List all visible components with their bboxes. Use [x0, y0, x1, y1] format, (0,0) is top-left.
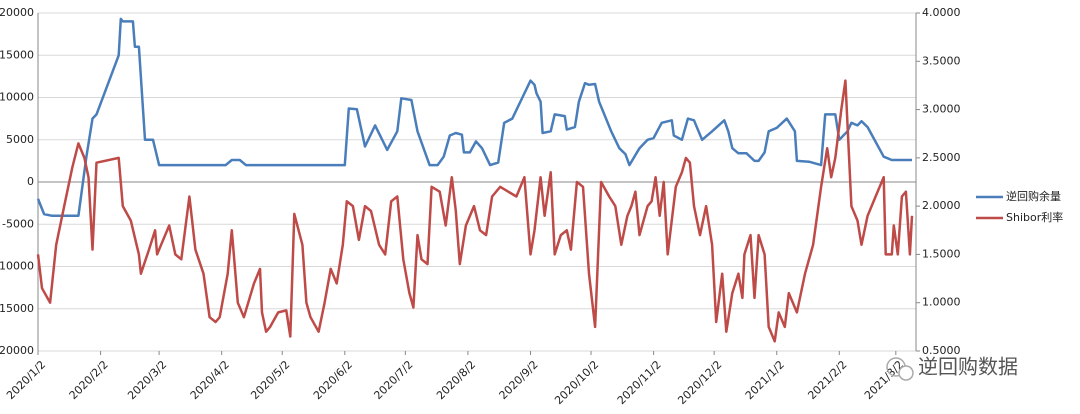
y-tick-label: -10000 — [0, 260, 34, 273]
x-tick-label: 2021/3/2 — [862, 358, 906, 402]
y2-tick-label: 1.5000 — [922, 247, 961, 260]
y-tick-label: 10000 — [0, 91, 34, 104]
x-tick-label: 2020/1/2 — [4, 358, 48, 402]
watermark-text: 逆回购数据 — [918, 355, 1018, 379]
legend: 逆回购余量 Shibor利率 — [976, 189, 1063, 224]
x-tick-label: 2020/12/2 — [675, 358, 724, 407]
x-tick-label: 2020/11/2 — [615, 358, 664, 407]
y2-tick-label: 3.5000 — [922, 54, 961, 67]
y-tick-label: -5000 — [2, 217, 34, 230]
x-tick-label: 2020/9/2 — [497, 358, 541, 402]
series-line — [36, 79, 914, 343]
y2-tick-label: 3.0000 — [922, 103, 961, 116]
legend-label: 逆回购余量 — [1006, 189, 1061, 203]
y2-tick-label: 4.0000 — [922, 6, 961, 19]
y-tick-label: 20000 — [0, 6, 34, 19]
y2-tick-label: 2.5000 — [922, 151, 961, 164]
y-tick-label: -20000 — [0, 344, 34, 357]
legend-label: Shibor利率 — [1006, 210, 1063, 224]
x-tick-label: 2021/1/2 — [743, 358, 787, 402]
x-tick-label: 2020/4/2 — [188, 358, 232, 402]
y2-tick-label: 2.0000 — [922, 199, 961, 212]
x-tick-label: 2020/3/2 — [125, 358, 169, 402]
y2-tick-label: 0.5000 — [922, 344, 961, 357]
y2-tick-label: 1.0000 — [922, 296, 961, 309]
watermark-icon — [898, 365, 914, 381]
x-tick-label: 2020/5/2 — [248, 358, 292, 402]
x-tick-label: 2020/8/2 — [434, 358, 478, 402]
x-tick-label: 2020/6/2 — [311, 358, 355, 402]
x-tick-label: 2021/2/2 — [805, 358, 849, 402]
series-line — [36, 17, 912, 218]
y-tick-label: 5000 — [6, 133, 34, 146]
y-tick-label: 15000 — [0, 48, 34, 61]
x-tick-label: 2020/7/2 — [371, 358, 415, 402]
x-tick-label: 2020/2/2 — [67, 358, 111, 402]
y-tick-label: 0 — [27, 175, 34, 188]
y-tick-label: -15000 — [0, 302, 34, 315]
x-tick-label: 2020/10/2 — [552, 358, 601, 407]
watermark: 逆回购数据 — [886, 355, 1018, 381]
